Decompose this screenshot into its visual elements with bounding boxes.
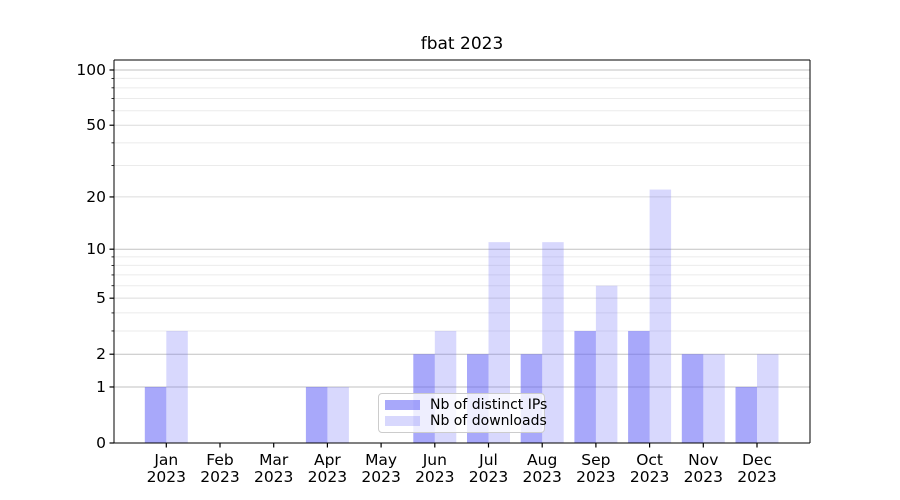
- y-tick-label: 1: [96, 377, 106, 396]
- bar-distinct-ips: [681, 354, 704, 443]
- chart-title: fbat 2023: [420, 34, 504, 54]
- bar-downloads: [327, 386, 349, 443]
- legend-label-downloads: Nb of downloads: [430, 413, 547, 430]
- x-tick-label: Sep 2023: [576, 451, 616, 486]
- bar-distinct-ips: [144, 386, 167, 443]
- y-tick-label: 10: [86, 240, 106, 259]
- x-tick-label: Nov 2023: [683, 451, 724, 486]
- bar-distinct-ips: [574, 330, 596, 443]
- bar-downloads: [757, 354, 779, 443]
- bar-distinct-ips: [628, 330, 650, 443]
- y-tick-label: 20: [86, 187, 106, 206]
- x-tick-label: Oct 2023: [629, 451, 670, 486]
- bar-downloads: [488, 242, 510, 443]
- x-tick-label: Jul 2023: [468, 451, 509, 486]
- bar-downloads: [703, 354, 725, 443]
- y-tick-label: 5: [96, 289, 106, 308]
- legend-swatch-downloads: [385, 416, 420, 427]
- bar-distinct-ips: [305, 386, 328, 443]
- x-tick-label: Dec 2023: [737, 451, 777, 486]
- x-tick-label: Aug 2023: [522, 451, 562, 486]
- legend-label-distinct-ips: Nb of distinct IPs: [430, 396, 548, 413]
- x-tick-label: May 2023: [361, 451, 401, 486]
- bar-downloads: [166, 330, 188, 443]
- y-tick-label: 2: [96, 345, 106, 364]
- bar-downloads: [649, 189, 672, 443]
- legend-row: Nb of downloads: [385, 413, 547, 429]
- legend-row: Nb of distinct IPs: [385, 397, 547, 413]
- bar-distinct-ips: [735, 386, 757, 443]
- bar-downloads: [542, 242, 564, 443]
- legend-swatch-distinct-ips: [385, 399, 420, 410]
- x-tick-label: Apr 2023: [307, 451, 348, 486]
- y-tick-label: 50: [86, 116, 106, 135]
- x-tick-label: Jan 2023: [146, 451, 187, 486]
- legend: Nb of distinct IPs Nb of downloads: [378, 393, 547, 433]
- y-tick-label: 0: [96, 434, 106, 452]
- x-tick-label: Feb 2023: [200, 451, 240, 486]
- y-tick-label: 100: [76, 60, 106, 79]
- x-tick-label: Jun 2023: [415, 451, 455, 486]
- bar-downloads: [595, 285, 618, 443]
- x-tick-label: Mar 2023: [253, 451, 294, 486]
